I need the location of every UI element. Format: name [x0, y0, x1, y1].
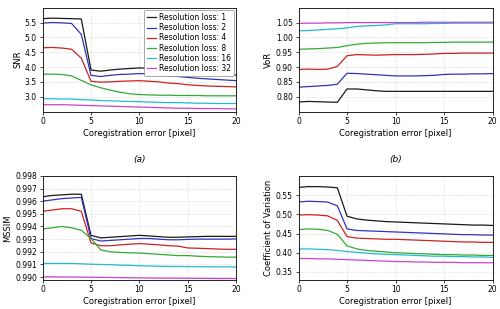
X-axis label: Coregistration error [pixel]: Coregistration error [pixel]: [340, 297, 452, 306]
Y-axis label: VoR: VoR: [264, 52, 273, 68]
Legend: Resolution loss: 1, Resolution loss: 2, Resolution loss: 4, Resolution loss: 8, : Resolution loss: 1, Resolution loss: 2, …: [144, 10, 234, 76]
X-axis label: Coregistration error [pixel]: Coregistration error [pixel]: [340, 129, 452, 138]
X-axis label: Coregistration error [pixel]: Coregistration error [pixel]: [84, 129, 196, 138]
X-axis label: Coregistration error [pixel]: Coregistration error [pixel]: [84, 297, 196, 306]
Y-axis label: SNR: SNR: [13, 51, 22, 68]
Y-axis label: Coefficient of Variation: Coefficient of Variation: [264, 180, 273, 276]
Text: (a): (a): [133, 155, 145, 164]
Y-axis label: MSSIM: MSSIM: [4, 214, 13, 242]
Text: (b): (b): [389, 155, 402, 164]
